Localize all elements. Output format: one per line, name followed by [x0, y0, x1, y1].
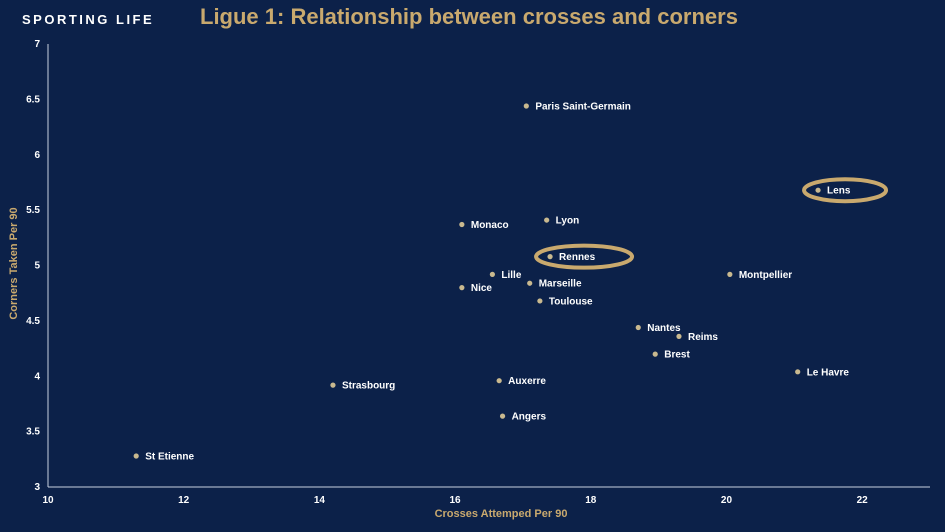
x-tick-labels: 10 12 14 16 18 20 22: [42, 495, 868, 506]
point-label: Brest: [664, 350, 690, 361]
point-label: Marseille: [539, 279, 582, 290]
point-label: Strasbourg: [342, 381, 395, 392]
point-label: Paris Saint-Germain: [535, 102, 631, 113]
y-tick-label: 3: [34, 482, 40, 493]
point-label: Rennes: [559, 252, 596, 263]
y-tick-label: 7: [34, 39, 40, 50]
x-tick-label: 14: [314, 495, 326, 506]
point-label: Auxerre: [508, 376, 546, 387]
x-tick-label: 12: [178, 495, 190, 506]
data-point: [459, 221, 465, 228]
data-point: [523, 103, 529, 109]
y-tick-labels: 3 3.5 4 4.5 5 5.5 6 6.5 7: [26, 39, 40, 493]
x-tick-label: 20: [721, 495, 733, 506]
y-tick-label: 6.5: [26, 94, 40, 105]
point-label: Le Havre: [807, 367, 850, 378]
y-tick-label: 5.5: [26, 205, 40, 216]
highlight-ring: [802, 177, 889, 204]
point-label: Toulouse: [549, 296, 593, 307]
point-label: Reims: [688, 332, 718, 343]
data-point: [537, 298, 543, 304]
point-label: Lyon: [556, 216, 580, 227]
data-point: [330, 382, 336, 388]
data-points: Paris Saint-Germain Lens Lyon Monaco Rennes L…: [133, 102, 889, 462]
y-tick-label: 4.5: [26, 316, 40, 327]
data-point: [459, 285, 465, 291]
point-label: Lens: [827, 186, 851, 197]
data-point: [496, 378, 502, 384]
data-point: [527, 280, 533, 286]
data-point: [547, 254, 553, 260]
y-tick-label: 4: [34, 371, 40, 382]
data-point: [489, 271, 495, 277]
x-tick-label: 10: [42, 495, 54, 506]
data-point: [652, 351, 658, 357]
y-tick-label: 5: [34, 261, 40, 272]
point-label: St Etienne: [145, 451, 194, 462]
y-axis-label: Corners Taken Per 90: [8, 207, 20, 319]
x-tick-label: 18: [585, 495, 597, 506]
data-point: [815, 187, 821, 193]
data-point: [133, 453, 139, 459]
data-point: [676, 333, 682, 339]
chart-title: Ligue 1: Relationship between crosses an…: [200, 4, 738, 29]
data-point: [544, 217, 550, 223]
data-point: [795, 369, 801, 375]
point-label: Monaco: [471, 220, 509, 231]
highlight-ring: [534, 243, 635, 270]
point-label: Lille: [501, 270, 521, 281]
data-point: [635, 324, 641, 331]
x-tick-label: 22: [857, 495, 869, 506]
point-label: Nice: [471, 283, 493, 294]
point-label: Angers: [512, 412, 547, 423]
data-point: [499, 413, 506, 419]
y-tick-label: 3.5: [26, 427, 40, 438]
y-tick-label: 6: [34, 150, 40, 161]
point-label: Nantes: [647, 323, 681, 334]
point-label: Montpellier: [739, 270, 792, 281]
x-axis-label: Crosses Attemped Per 90: [435, 508, 568, 520]
data-point: [727, 271, 733, 277]
x-tick-label: 16: [450, 495, 462, 506]
brand-logo: SPORTING LIFE: [22, 12, 155, 27]
